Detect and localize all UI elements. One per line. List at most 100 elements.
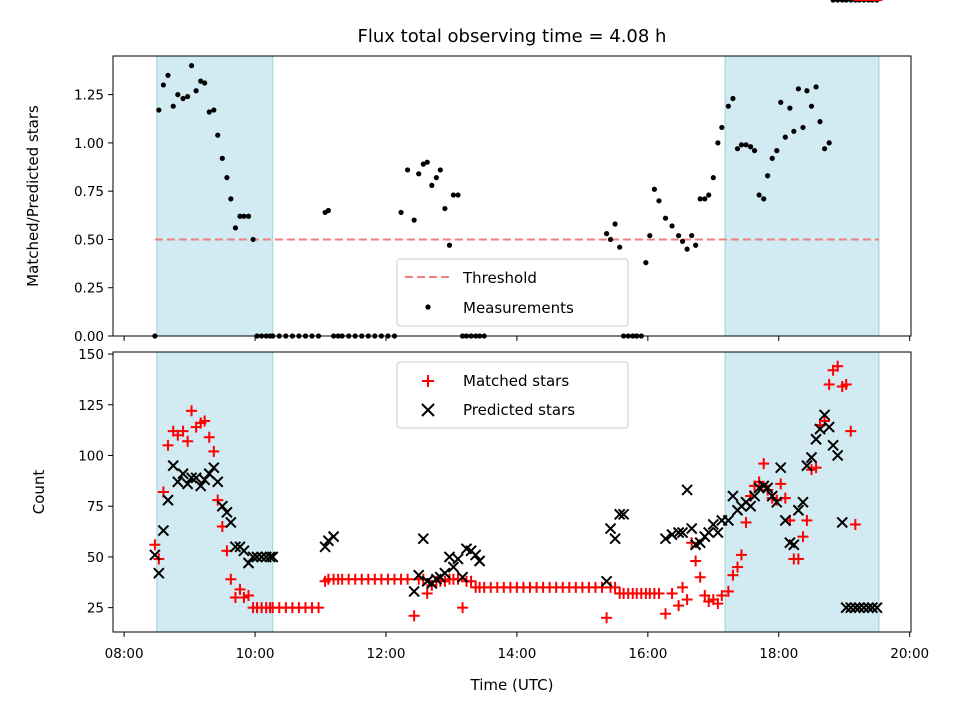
measurement-point <box>800 124 806 131</box>
matched-star-point <box>186 405 198 417</box>
measurement-point <box>839 0 845 3</box>
matched-star-point <box>712 598 724 610</box>
predicted-star-point <box>748 490 761 502</box>
measurement-point <box>693 242 699 248</box>
predicted-x-b <box>722 514 735 527</box>
x-axis-label: Time (UTC) <box>470 676 554 694</box>
predicted-x-b <box>866 601 879 614</box>
measurement-point <box>175 92 181 98</box>
matched-star-point <box>681 594 693 606</box>
predicted-x-b <box>473 555 486 567</box>
measurement-point <box>424 159 430 165</box>
predicted-star-point <box>255 551 268 563</box>
measurement-point <box>188 63 195 69</box>
predicted-x-b <box>212 476 224 488</box>
predicted-star-point <box>408 585 420 598</box>
predicted-x-b <box>788 539 800 551</box>
predicted-star-point <box>761 482 774 494</box>
matched-star-point <box>162 439 174 451</box>
matched-star-point <box>686 537 698 549</box>
measurement-point <box>738 142 745 148</box>
predicted-star-point <box>417 532 430 545</box>
matched-star-point <box>845 425 857 437</box>
shaded-range-1 <box>724 351 880 633</box>
measurements-legend-swatch <box>425 304 431 310</box>
predicted-x-b <box>267 551 279 563</box>
y-tick-label: 75 <box>87 499 104 515</box>
predicted-star-point <box>862 601 875 614</box>
y-tick-label: 0.00 <box>74 329 104 345</box>
predicted-star-point <box>413 569 425 581</box>
predicted-x-b <box>685 522 698 535</box>
predicted-x-b <box>609 532 621 545</box>
predicted-star-point <box>242 557 255 569</box>
predicted-x-b <box>703 526 715 539</box>
predicted-star-point <box>181 478 194 490</box>
matched-star-point <box>203 431 215 443</box>
bottom-plot-frame <box>112 351 912 633</box>
predicted-star-point <box>177 468 189 480</box>
y-tick-label: 125 <box>78 398 104 414</box>
predicted-x-b <box>707 518 720 531</box>
matched-star-point <box>677 581 689 593</box>
predicted-star-point <box>866 601 879 614</box>
predicted-star-point <box>190 472 202 484</box>
measurement-point <box>450 192 457 198</box>
bottom-x-ticks: 08:00 10:00 12:00 14:00 16:00 18:00 20:00 <box>105 632 929 662</box>
y-tick-label: 50 <box>87 550 104 566</box>
predicted-star-point <box>779 514 792 527</box>
measurement-point <box>679 238 686 244</box>
matched-star-point <box>457 602 469 614</box>
predicted-x-b <box>604 522 617 535</box>
matched-star-point <box>716 589 728 601</box>
matched-star-point <box>243 589 255 601</box>
measurement-point <box>433 175 439 181</box>
measurement-point <box>202 80 208 86</box>
measurement-point <box>795 86 802 92</box>
threshold-legend-label: Threshold <box>462 269 537 287</box>
matched-star-point <box>792 553 804 565</box>
matched-star-point <box>177 425 189 437</box>
measurement-point <box>791 128 797 134</box>
predicted-star-point <box>703 526 715 539</box>
measurement-point <box>228 196 234 202</box>
predicted-x-b <box>814 423 826 435</box>
predicted-x-b <box>797 496 809 508</box>
measurement-point <box>676 232 682 239</box>
measurement-point <box>156 107 162 113</box>
predicted-x-b <box>417 532 430 545</box>
measurement-point <box>206 109 212 115</box>
predicted-star-point <box>229 541 242 553</box>
matched-star-point <box>234 583 246 595</box>
predicted-x-b <box>221 506 233 518</box>
shaded-range-1 <box>724 55 880 337</box>
measurement-point <box>774 148 780 154</box>
predicted-x-b <box>810 433 822 445</box>
measurement-point <box>446 242 453 248</box>
measurement-point <box>804 88 810 94</box>
matched-star-point <box>208 445 220 457</box>
top-legend-box <box>396 258 629 327</box>
top-legend: Threshold Measurements <box>396 258 629 327</box>
measurement-point <box>689 232 695 239</box>
predicted-star-point <box>447 561 460 573</box>
predicted-x-b <box>858 601 870 614</box>
measurement-point <box>245 213 252 219</box>
predicted-star-point <box>831 449 844 462</box>
predicted-star-point <box>238 545 250 557</box>
predicted-star-point <box>766 490 778 502</box>
matched-legend-swatch <box>422 375 434 387</box>
predicted-stars-points <box>149 409 883 614</box>
measurement-point <box>198 78 204 84</box>
measurements-legend-label: Measurements <box>463 299 574 317</box>
measurement-point <box>180 95 186 102</box>
predicted-x-b <box>818 409 831 421</box>
predicted-star-point <box>185 472 198 484</box>
predicted-x-b <box>195 480 207 492</box>
predicted-star-point <box>613 508 626 521</box>
predicted-star-point <box>744 500 757 512</box>
predicted-x-b <box>447 561 460 573</box>
top-y-ticks: 0.00 0.25 0.50 0.75 1.00 1.25 <box>74 88 113 345</box>
predicted-x-b <box>452 553 464 565</box>
predicted-x-b <box>469 549 482 561</box>
